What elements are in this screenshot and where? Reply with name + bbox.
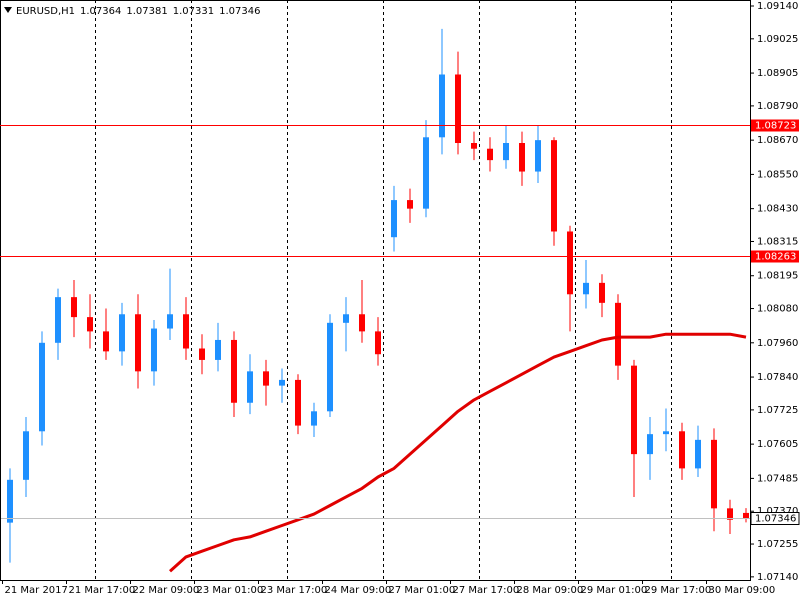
candle-body <box>263 371 269 386</box>
candle-body <box>311 411 317 426</box>
moving-average <box>169 332 747 573</box>
candle-body <box>23 431 29 480</box>
x-tick-label: 27 Mar 01:00 <box>389 585 456 596</box>
candle-body <box>279 379 285 386</box>
candle-body <box>535 140 541 172</box>
candle-body <box>87 317 93 332</box>
x-tick-label: 23 Mar 17:00 <box>261 585 328 596</box>
y-tick-label: 1.08550 <box>757 169 798 180</box>
y-tick-label: 1.07370 <box>757 506 798 517</box>
candle-body <box>455 74 461 144</box>
y-tick-label: 1.08195 <box>757 271 798 282</box>
candle-body <box>551 140 557 232</box>
candle-body <box>359 314 365 332</box>
open: 1.07364 <box>80 6 121 17</box>
candle-body <box>743 512 749 519</box>
candle-body <box>471 143 477 149</box>
candle-body <box>439 74 445 138</box>
y-tick-label: 1.07840 <box>757 372 798 383</box>
candle-body <box>295 379 301 426</box>
y-tick-label: 1.07605 <box>757 439 798 450</box>
candle-body <box>631 365 637 455</box>
candle-body <box>375 331 381 355</box>
y-tick-label: 1.07255 <box>757 539 798 550</box>
level-label: 1.08723 <box>755 121 796 132</box>
plot-area <box>0 0 750 580</box>
candle-body <box>327 322 333 412</box>
last-price-box <box>750 512 800 525</box>
x-tick-label: 22 Mar 09:00 <box>133 585 200 596</box>
y-tick-label: 1.08080 <box>757 304 798 315</box>
menu-arrow[interactable] <box>4 7 12 13</box>
low: 1.07331 <box>173 6 214 17</box>
y-tick-label: 1.08905 <box>757 68 798 79</box>
x-tick-label: 24 Mar 09:00 <box>325 585 392 596</box>
candle-body <box>167 314 173 329</box>
candle-body <box>567 231 573 295</box>
candle-body <box>151 328 157 372</box>
level-label-box <box>751 250 799 263</box>
candle-body <box>423 137 429 209</box>
candle-body <box>503 143 509 161</box>
close: 1.07346 <box>219 6 260 17</box>
x-tick-label: 21 Mar 17:00 <box>69 585 136 596</box>
candle-body <box>647 434 653 455</box>
candle-body <box>71 297 77 318</box>
candle-body <box>39 342 45 432</box>
candle-body <box>487 148 493 161</box>
candle-body <box>7 479 13 523</box>
candle-body <box>615 302 621 366</box>
candle-body <box>231 339 237 403</box>
header: EURUSD,H1 1.07364 1.07381 1.07331 1.07346 <box>16 6 260 17</box>
y-tick-label: 1.07960 <box>757 338 798 349</box>
candle-body <box>599 282 605 303</box>
candle-body <box>711 439 717 509</box>
y-tick-label: 1.07485 <box>757 473 798 484</box>
y-tick-label: 1.08670 <box>757 135 798 146</box>
level-label: 1.08263 <box>755 252 796 263</box>
high: 1.07381 <box>126 6 167 17</box>
x-tick-label: 29 Mar 17:00 <box>645 585 712 596</box>
plot-frame <box>0 0 751 581</box>
x-tick-label: 23 Mar 01:00 <box>197 585 264 596</box>
y-tick-label: 1.07725 <box>757 405 798 416</box>
candle-body <box>215 339 221 360</box>
candle-body <box>103 331 109 352</box>
y-tick-label: 1.07140 <box>757 572 798 583</box>
y-tick-label: 1.09140 <box>757 1 798 12</box>
x-tick-label: 29 Mar 01:00 <box>581 585 648 596</box>
last-price-label: 1.07346 <box>755 514 796 525</box>
x-tick-label: 30 Mar 09:00 <box>709 585 776 596</box>
candle-body <box>55 297 61 343</box>
candle-body <box>727 508 733 520</box>
candle-body <box>695 439 701 469</box>
x-tick-label: 27 Mar 17:00 <box>453 585 520 596</box>
candle-body <box>199 348 205 360</box>
candle-body <box>247 371 253 403</box>
candle-body <box>343 314 349 323</box>
x-tick-label: 21 Mar 2017 <box>5 585 68 596</box>
candle-body <box>183 314 189 349</box>
y-tick-label: 1.08315 <box>757 236 798 247</box>
y-tick-label: 1.08790 <box>757 101 798 112</box>
x-tick-label: 28 Mar 09:00 <box>517 585 584 596</box>
candle-body <box>119 314 125 352</box>
candle-body <box>135 314 141 372</box>
y-tick-label: 1.09025 <box>757 34 798 45</box>
candle-body <box>663 431 669 435</box>
y-tick-label: 1.08430 <box>757 204 798 215</box>
candle-body <box>679 431 685 469</box>
level-label-box <box>751 119 799 132</box>
candle-body <box>391 200 397 238</box>
symbol: EURUSD,H1 <box>16 6 75 17</box>
candle-body <box>583 282 589 295</box>
candle-body <box>407 200 413 209</box>
candle-body <box>519 143 525 172</box>
